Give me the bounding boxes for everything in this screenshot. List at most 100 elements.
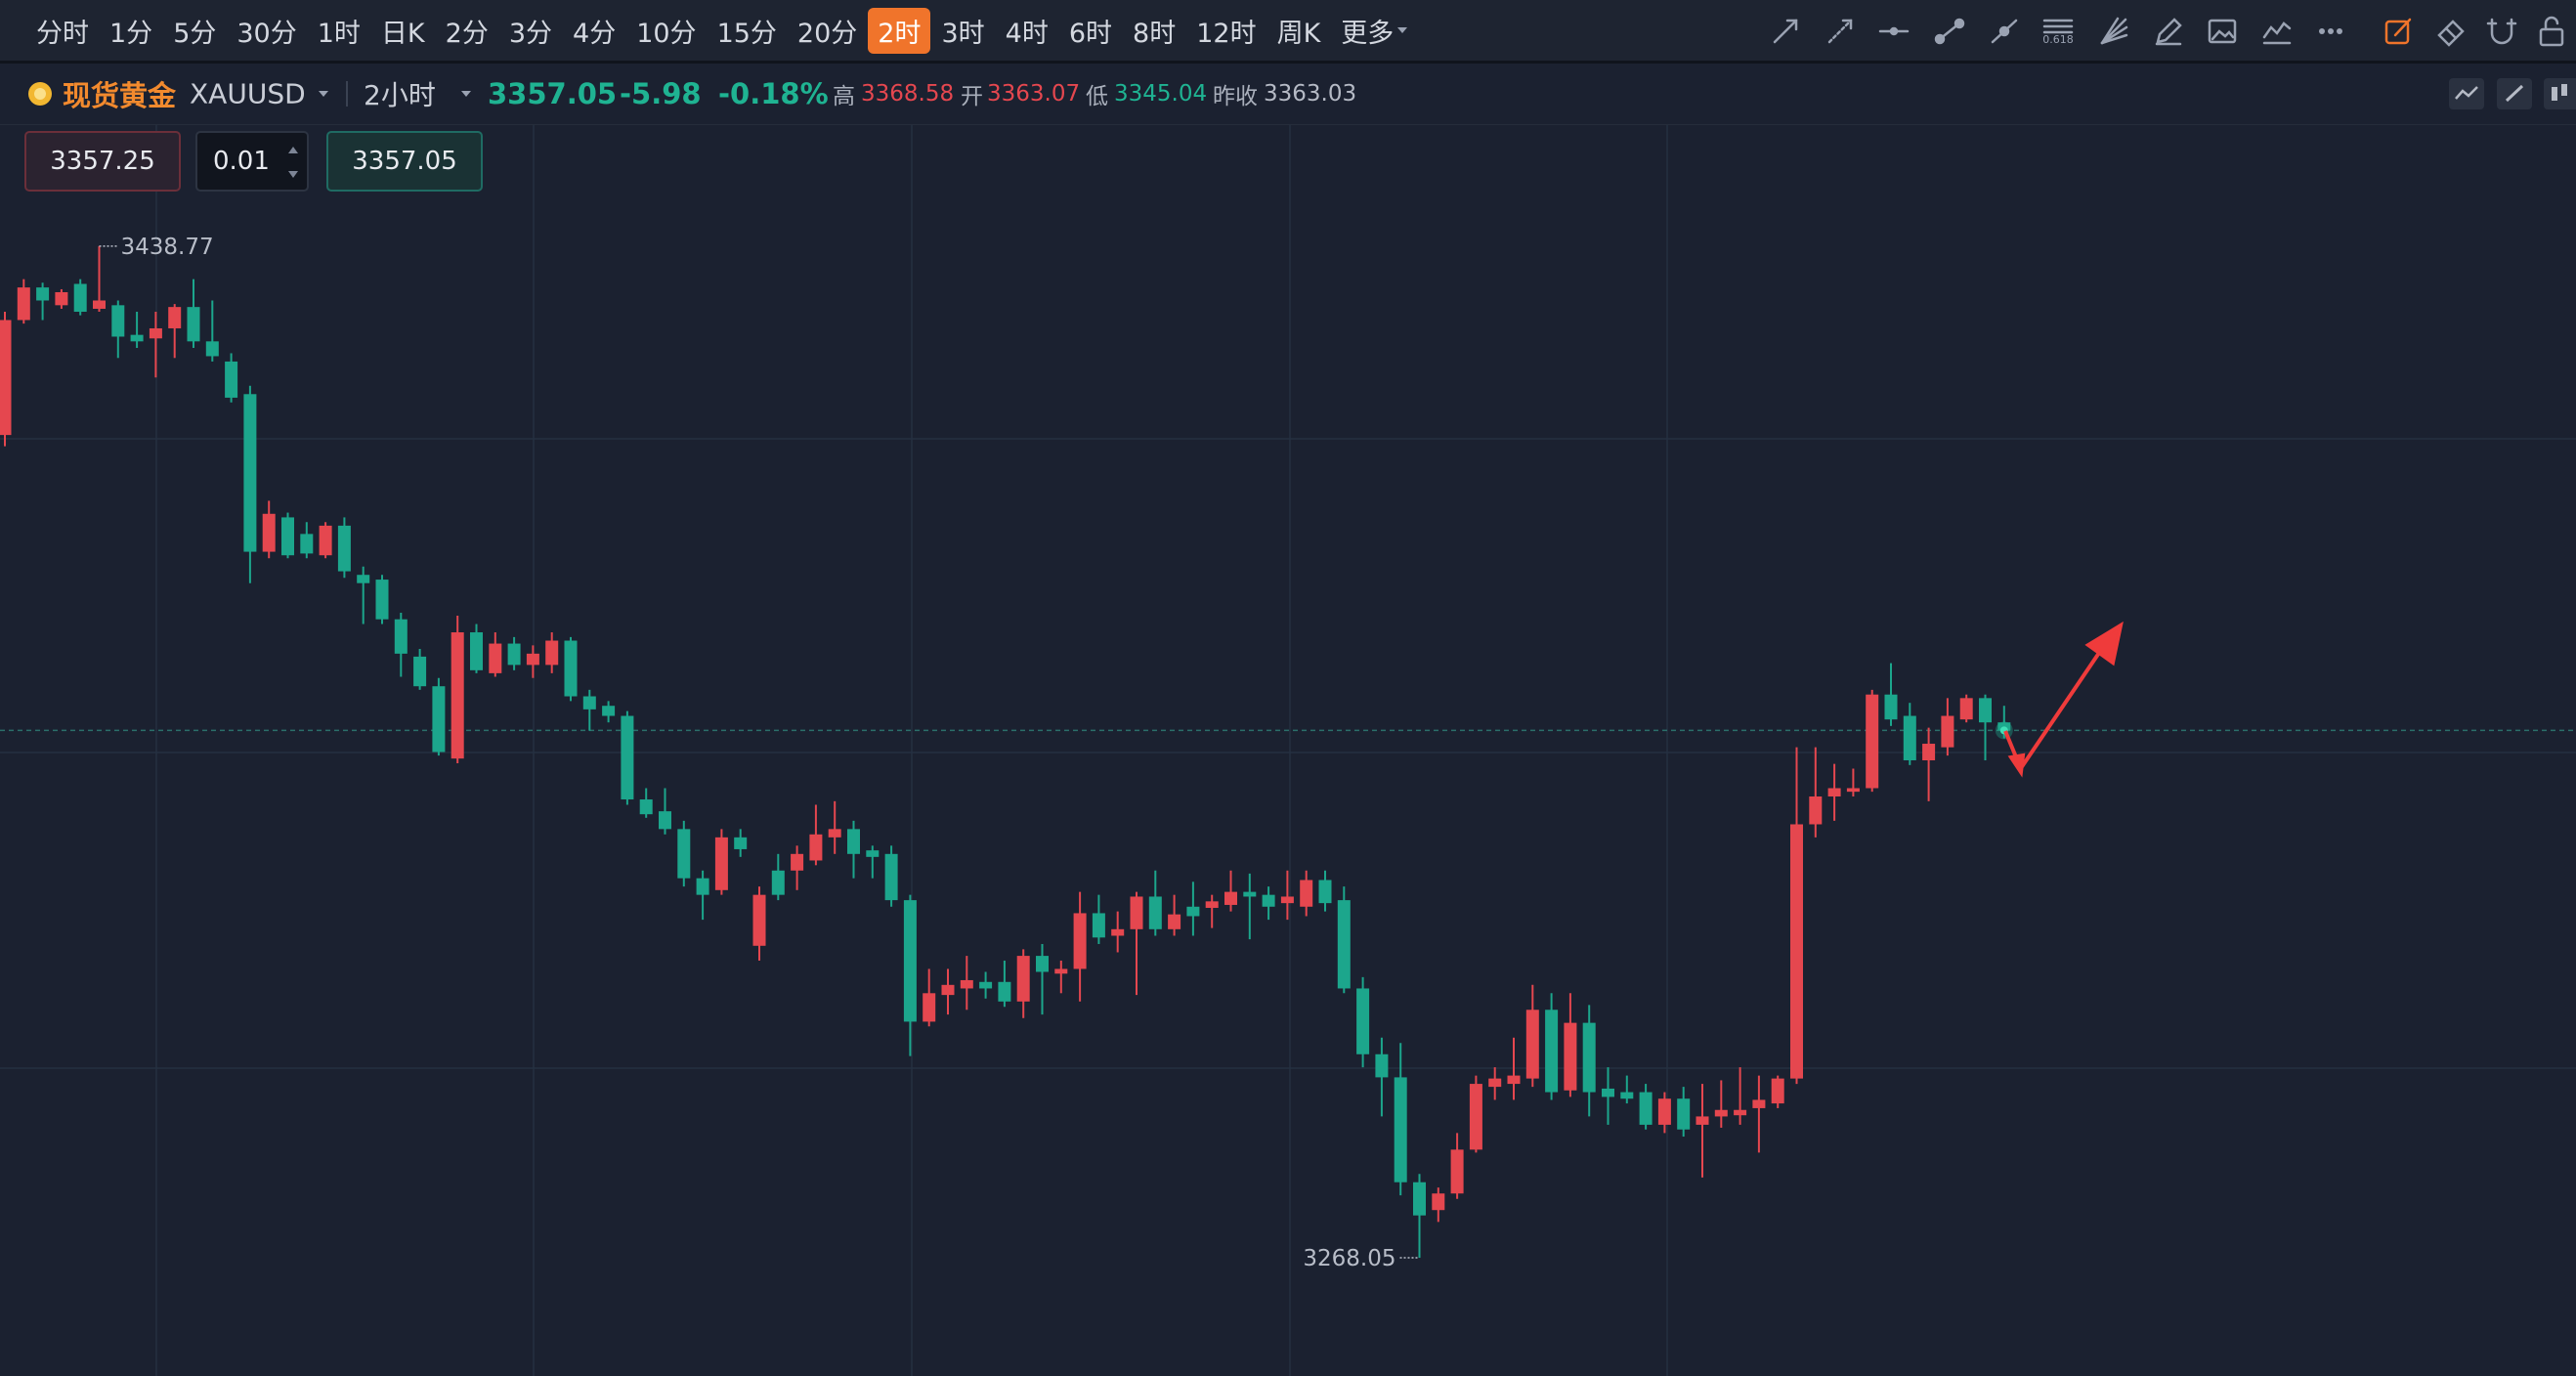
- interval-button[interactable]: 分时: [26, 8, 99, 54]
- interval-button[interactable]: 5分: [163, 8, 226, 54]
- interval-button[interactable]: 6时: [1059, 8, 1122, 54]
- arrow-stroke: [2019, 648, 2103, 770]
- candle-body: [375, 580, 389, 620]
- interval-button[interactable]: 4时: [996, 8, 1058, 54]
- candle-body: [1130, 896, 1143, 929]
- interval-button[interactable]: 12时: [1186, 8, 1266, 54]
- interval-button[interactable]: 4分: [563, 8, 625, 54]
- candle-body: [677, 829, 691, 879]
- candle-body: [545, 640, 559, 666]
- candle-body: [960, 979, 973, 989]
- indicator-button[interactable]: [2448, 77, 2485, 110]
- chart-type-button[interactable]: [2543, 77, 2576, 110]
- candle-body: [130, 334, 144, 342]
- sell-button[interactable]: 3357.25: [24, 131, 181, 192]
- arrow-head: [2007, 752, 2026, 778]
- candle-body: [55, 291, 68, 306]
- candle-body: [17, 287, 30, 321]
- candle-body: [979, 981, 993, 989]
- interval-button[interactable]: 日K: [371, 8, 435, 54]
- interval-button[interactable]: 2时: [868, 7, 931, 54]
- more-caret: [1397, 27, 1408, 33]
- interval-button[interactable]: 1分: [100, 8, 162, 54]
- candle-body: [1092, 913, 1105, 938]
- symbol-caret[interactable]: [319, 91, 328, 97]
- tool-trend[interactable]: [1991, 19, 2018, 44]
- low-label: 低: [1086, 84, 1108, 109]
- interval-button[interactable]: 8时: [1123, 8, 1185, 54]
- candle-body: [809, 834, 823, 861]
- candle-body: [1620, 1092, 1634, 1099]
- interval-button[interactable]: 10分: [626, 8, 706, 54]
- tool-pencil[interactable]: [2155, 18, 2182, 46]
- period[interactable]: 2小时: [364, 79, 436, 111]
- interval-button[interactable]: 15分: [708, 8, 787, 54]
- tool-hline[interactable]: [1878, 26, 1910, 36]
- candle-body: [1243, 891, 1257, 897]
- candle-body: [1262, 894, 1275, 907]
- candle-body: [903, 900, 917, 1022]
- lots-input[interactable]: 0.01: [195, 131, 309, 192]
- candle-body: [1582, 1022, 1596, 1093]
- candle-body: [1714, 1109, 1728, 1117]
- high-value: 3368.58: [861, 81, 955, 107]
- period-caret[interactable]: [461, 91, 471, 97]
- interval-button[interactable]: 更多: [1331, 8, 1417, 54]
- prev-close-label: 昨收: [1213, 84, 1258, 109]
- interval-button[interactable]: 1时: [308, 8, 370, 54]
- candle-body: [337, 525, 351, 572]
- candle-body: [771, 870, 785, 895]
- candle-body: [1639, 1092, 1653, 1125]
- candle-body: [1866, 694, 1879, 789]
- tool-lock[interactable]: [2539, 16, 2564, 47]
- interval-button[interactable]: 20分: [788, 8, 867, 54]
- instrument-symbol[interactable]: XAUUSD: [190, 77, 306, 110]
- interval-button[interactable]: 2分: [436, 8, 498, 54]
- candle-body: [413, 656, 427, 687]
- candle-body: [564, 640, 578, 697]
- candle-body: [1318, 880, 1332, 904]
- candle-body: [621, 715, 634, 800]
- instrument-name[interactable]: 现货黄金: [63, 79, 177, 112]
- price-change-percent: -0.18%: [718, 77, 829, 110]
- tool-pattern[interactable]: [2262, 22, 2292, 45]
- candle-body: [1394, 1077, 1407, 1182]
- tool-fan[interactable]: [2100, 17, 2128, 45]
- interval-label: 4时: [1005, 18, 1049, 49]
- drawn-arrow: [2003, 621, 2124, 778]
- interval-button[interactable]: 3时: [931, 8, 994, 54]
- candle-body: [1884, 694, 1898, 720]
- tool-segment[interactable]: [1934, 18, 1965, 45]
- tool-more[interactable]: [2319, 28, 2342, 34]
- candle-body: [319, 525, 332, 556]
- buy-button[interactable]: 3357.05: [326, 131, 483, 192]
- candle-body: [1922, 744, 1936, 761]
- tool-arrow[interactable]: [1773, 19, 1798, 44]
- candle-body: [847, 829, 860, 854]
- candles: 3438.77 3268.05: [0, 235, 2576, 1271]
- interval-label: 15分: [716, 18, 777, 49]
- candle-body: [1790, 824, 1803, 1079]
- interval-button[interactable]: 30分: [227, 8, 306, 54]
- tool-edit[interactable]: [2384, 18, 2412, 45]
- candle-body: [394, 619, 408, 654]
- candle-body: [828, 829, 841, 838]
- interval-button[interactable]: 周K: [1267, 8, 1331, 54]
- tool-image[interactable]: [2208, 19, 2237, 44]
- candle-body: [168, 307, 182, 328]
- candle-body: [1488, 1078, 1502, 1088]
- candle-body: [300, 534, 314, 554]
- interval-button[interactable]: 3分: [499, 8, 562, 54]
- lots-spinner[interactable]: [285, 143, 301, 182]
- tool-fib[interactable]: 0.618: [2042, 19, 2074, 46]
- candle-body: [1507, 1075, 1521, 1085]
- candle-body: [1941, 715, 1954, 748]
- candle-body: [1677, 1098, 1691, 1130]
- draw-button[interactable]: [2496, 77, 2533, 110]
- interval-label: 8时: [1133, 18, 1177, 49]
- tool-eraser[interactable]: [2437, 20, 2465, 47]
- candle-body: [1809, 796, 1823, 825]
- tool-ray[interactable]: [1827, 19, 1853, 44]
- tool-magnet[interactable]: [2486, 18, 2517, 45]
- candle-body: [1148, 896, 1162, 929]
